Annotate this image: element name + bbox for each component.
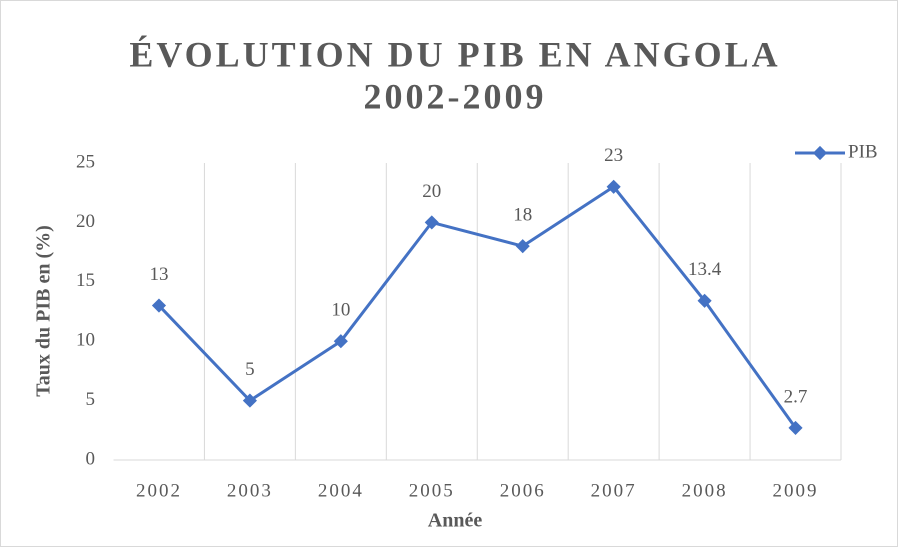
y-tick-label: 15 bbox=[76, 270, 95, 291]
marker bbox=[333, 334, 348, 349]
data-label: 20 bbox=[422, 181, 441, 202]
data-label: 10 bbox=[331, 300, 350, 321]
data-label: 18 bbox=[513, 205, 532, 226]
x-tick-label: 2006 bbox=[500, 480, 546, 501]
marker bbox=[606, 179, 621, 194]
y-tick-label: 20 bbox=[76, 211, 95, 232]
y-tick-label: 5 bbox=[86, 389, 96, 410]
line bbox=[157, 184, 797, 429]
marker bbox=[515, 239, 530, 254]
x-tick-label: 2007 bbox=[591, 480, 637, 501]
marker bbox=[788, 420, 803, 435]
data-label: 23 bbox=[604, 145, 623, 166]
marker bbox=[424, 215, 439, 230]
data-label: 2.7 bbox=[784, 386, 808, 407]
legend-marker bbox=[812, 145, 828, 161]
x-tick-label: 2004 bbox=[318, 480, 364, 501]
marker bbox=[697, 293, 712, 308]
marker bbox=[242, 393, 257, 408]
x-tick-label: 2008 bbox=[682, 480, 728, 501]
y-axis-title: Taux du PIB en (%) bbox=[33, 225, 55, 397]
data-label: 13 bbox=[149, 264, 168, 285]
x-tick-label: 2002 bbox=[136, 480, 182, 501]
legend-label: PIB bbox=[848, 141, 878, 162]
y-tick-label: 0 bbox=[86, 448, 96, 469]
x-tick-label: 2003 bbox=[227, 480, 273, 501]
x-axis-title: Année bbox=[428, 510, 483, 532]
data-label: 13.4 bbox=[688, 259, 722, 280]
x-tick-label: 2005 bbox=[409, 480, 455, 501]
chart-title: 2002-2009 bbox=[364, 76, 547, 116]
x-tick-label: 2009 bbox=[773, 480, 819, 501]
y-tick-label: 10 bbox=[76, 330, 95, 351]
y-tick-label: 25 bbox=[76, 151, 95, 172]
marker bbox=[151, 298, 167, 313]
chart-title: ÉVOLUTION DU PIB EN ANGOLA bbox=[129, 34, 780, 74]
data-label: 5 bbox=[245, 359, 255, 380]
